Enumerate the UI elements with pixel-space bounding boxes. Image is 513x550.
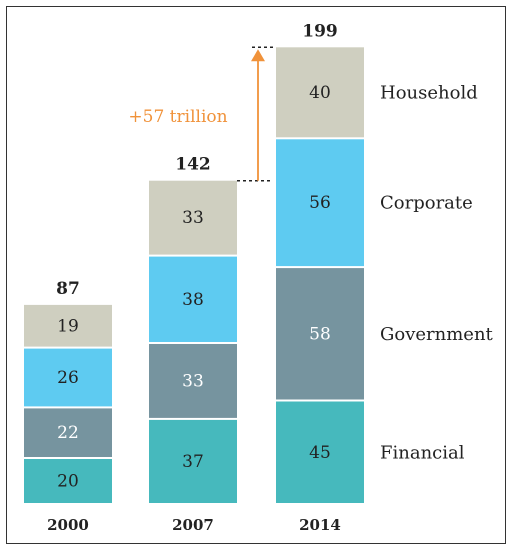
data-label-2014-financial: 45	[309, 443, 331, 463]
x-tick-label-2000: 2000	[47, 516, 89, 534]
bar-2014-corporate	[276, 139, 364, 267]
growth-annotation: +57 trillion	[128, 107, 227, 127]
total-label-2007: 142	[175, 155, 211, 175]
bar-2007-corporate	[149, 256, 237, 342]
x-tick-label-2007: 2007	[172, 516, 214, 534]
legend-household: Household	[380, 82, 478, 103]
data-label-2007-corporate: 38	[182, 290, 204, 310]
legend-corporate: Corporate	[380, 193, 473, 214]
bar-2000-financial	[24, 459, 112, 503]
bar-2007-government	[149, 344, 237, 418]
data-label-2014-government: 58	[309, 324, 331, 344]
data-label-2014-corporate: 56	[309, 193, 331, 213]
total-label-2000: 87	[56, 279, 80, 299]
bar-2000-corporate	[24, 348, 112, 407]
total-label-2014: 199	[302, 21, 338, 41]
data-label-2000-household: 19	[57, 316, 79, 336]
bar-2007-financial	[149, 419, 237, 503]
data-label-2014-household: 40	[309, 83, 331, 103]
x-tick-label-2014: 2014	[299, 516, 341, 534]
bar-2014-government	[276, 268, 364, 400]
data-label-2000-corporate: 26	[57, 368, 79, 388]
bar-2014-financial	[276, 401, 364, 503]
bar-2000-household	[24, 304, 112, 347]
data-label-2000-financial: 20	[57, 472, 79, 492]
growth-arrow-head	[251, 49, 265, 62]
data-label-2000-government: 22	[57, 423, 79, 443]
bar-2014-household	[276, 47, 364, 138]
legend-financial: Financial	[380, 442, 465, 463]
data-label-2007-financial: 37	[182, 452, 204, 472]
bar-2000-government	[24, 408, 112, 457]
data-label-2007-household: 33	[182, 208, 204, 228]
data-label-2007-government: 33	[182, 371, 204, 391]
bar-2007-household	[149, 180, 237, 255]
legend-government: Government	[380, 324, 494, 345]
